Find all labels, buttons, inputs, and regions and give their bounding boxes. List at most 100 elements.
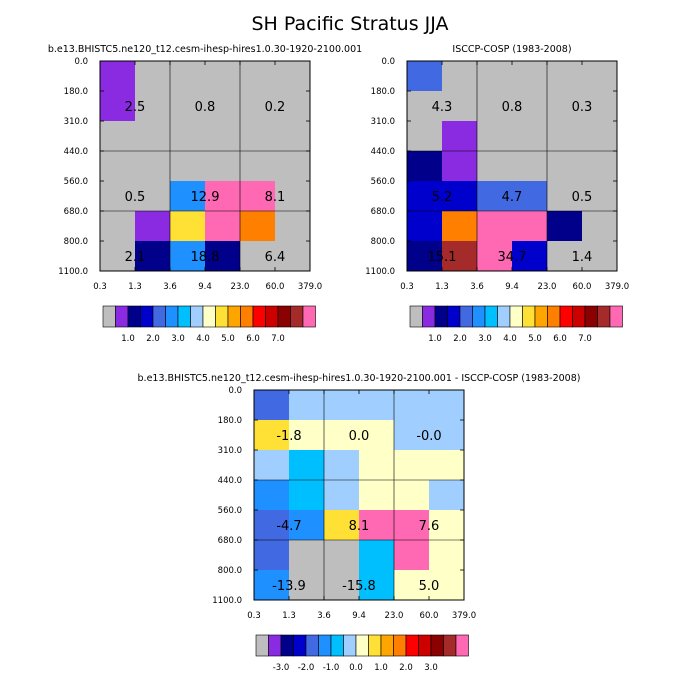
colorbar-3: -3.0 -2.0 -1.0 0.0 1.0 2.0 3.0 [255, 634, 469, 673]
x-tick-label: 1.3 [435, 282, 449, 292]
region-value-label: 8.1 [349, 519, 370, 534]
heatmap-cell [394, 420, 430, 451]
heatmap-cell [477, 61, 513, 92]
region-value-label: 0.3 [572, 100, 593, 115]
colorbar-box [597, 305, 611, 328]
heatmap-cell [289, 390, 325, 421]
region-value-label: 12.9 [191, 190, 220, 205]
x-tick-label: 60.0 [266, 282, 285, 292]
colorbar-box [368, 634, 382, 657]
colorbar-box [252, 305, 266, 328]
x-tick-label: 0.3 [400, 282, 414, 292]
heatmap-cell [135, 61, 171, 92]
heatmap-cell [582, 91, 618, 122]
heatmap-cell [275, 121, 311, 152]
region-value-label: 6.4 [265, 250, 286, 265]
heatmap-cell [394, 510, 430, 541]
panel-title: b.e13.BHISTC5.ne120_t12.cesm-ihesp-hires… [48, 44, 362, 55]
heatmap-cell [275, 181, 311, 212]
figure-title: SH Pacific Stratus JJA [251, 13, 448, 35]
heatmap-cell [359, 390, 395, 421]
region-value-label: -1.8 [276, 429, 301, 444]
panel-title: ISCCP-COSP (1983-2008) [452, 44, 571, 55]
y-tick-label: 440.0 [218, 476, 242, 486]
colorbar-label: -1.0 [323, 663, 340, 673]
heatmap-cell [442, 241, 478, 272]
colorbar-box [547, 305, 561, 328]
colorbar-label: 7.0 [578, 334, 592, 344]
x-tick-label: 9.4 [198, 282, 212, 292]
colorbar-box [355, 634, 369, 657]
heatmap-cell [512, 211, 548, 242]
x-tick-label: 23.0 [231, 282, 250, 292]
heatmap-cell [477, 91, 513, 122]
x-tick-label: 0.3 [247, 611, 261, 621]
heatmap-cell [359, 420, 395, 451]
region-value-label: 5.2 [432, 190, 453, 205]
heatmap-cell [547, 61, 583, 92]
y-tick-label: 0.0 [381, 57, 395, 67]
heatmap-cell [324, 450, 360, 481]
heatmap-cell [359, 510, 395, 541]
heatmap-cell [512, 61, 548, 92]
heatmap-cell [512, 151, 548, 182]
heatmap-cell [205, 151, 241, 182]
heatmap-cell [394, 540, 430, 571]
heatmap-cell [100, 61, 136, 92]
heatmap-cell [254, 450, 290, 481]
colorbar-label: 5.0 [221, 334, 235, 344]
heatmap-cell [547, 121, 583, 152]
region-value-label: 0.5 [572, 190, 593, 205]
heatmap-cell [135, 181, 171, 212]
colorbar-box [522, 305, 536, 328]
heatmap-cell [100, 181, 136, 212]
heatmap-cell [547, 151, 583, 182]
colorbar-label: 4.0 [503, 334, 517, 344]
heatmap-cell [275, 61, 311, 92]
heatmap-cell [582, 61, 618, 92]
heatmap-cell [477, 211, 513, 242]
y-tick-label: 180.0 [371, 87, 395, 97]
heatmap-cell [254, 420, 290, 451]
heatmap-cell [429, 480, 465, 511]
heatmap-cell [205, 61, 241, 92]
heatmap-cell [324, 510, 360, 541]
heatmap-cell [477, 181, 513, 212]
heatmap-cell [442, 61, 478, 92]
heatmap-cell [289, 510, 325, 541]
colorbar-box [393, 634, 407, 657]
colorbar-box [177, 305, 191, 328]
colorbar-box [455, 634, 469, 657]
x-tick-label: 9.4 [505, 282, 519, 292]
heatmap-cell [359, 540, 395, 571]
colorbar-box [202, 305, 216, 328]
heatmap-cell [429, 540, 465, 571]
heatmap-cell [135, 91, 171, 122]
colorbar-box [305, 634, 319, 657]
heatmap-cell [512, 121, 548, 152]
x-tick-label: 379.0 [452, 611, 476, 621]
colorbar-box [152, 305, 166, 328]
heatmap-cell [582, 181, 618, 212]
heatmap-cell [442, 151, 478, 182]
heatmap-cell [170, 181, 206, 212]
heatmap-cell [100, 211, 136, 242]
region-value-label: 0.5 [125, 190, 146, 205]
x-tick-label: 379.0 [298, 282, 322, 292]
heatmap-cell [135, 241, 171, 272]
panel-title: b.e13.BHISTC5.ne120_t12.cesm-ihesp-hires… [138, 373, 581, 384]
heatmap-cell [324, 480, 360, 511]
x-tick-label: 3.6 [470, 282, 484, 292]
colorbar-box [277, 305, 291, 328]
x-tick-label: 1.3 [128, 282, 142, 292]
heatmap-cell [429, 450, 465, 481]
heatmap-cell [170, 121, 206, 152]
region-value-label: 0.8 [195, 100, 216, 115]
heatmap-cell [254, 390, 290, 421]
colorbar-box [280, 634, 294, 657]
region-value-label: 0.8 [502, 100, 523, 115]
x-tick-label: 3.6 [163, 282, 177, 292]
colorbar-label: 0.0 [349, 663, 363, 673]
colorbar-box [265, 305, 279, 328]
